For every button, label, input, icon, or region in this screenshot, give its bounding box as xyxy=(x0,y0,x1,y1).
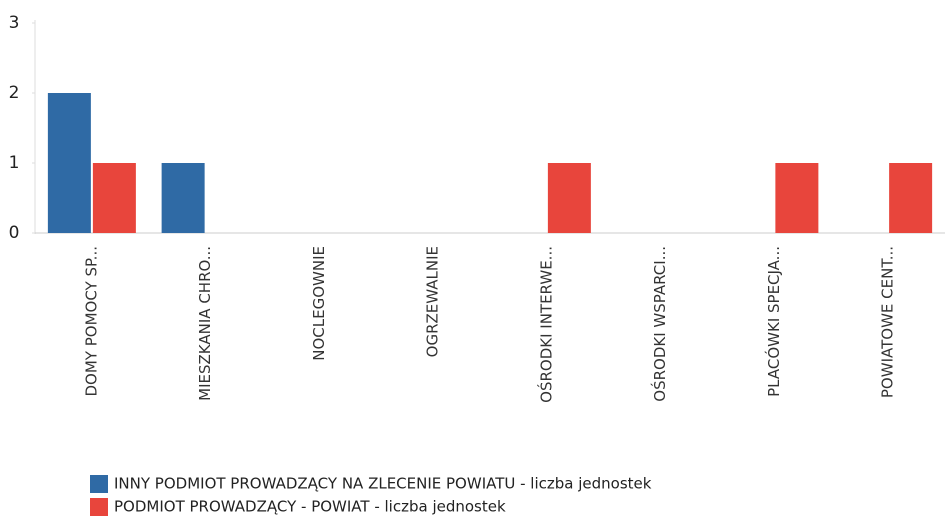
x-tick-label: NOCLEGOWNIE xyxy=(310,246,328,361)
x-tick-label: DOMY POMOCY SP... xyxy=(82,246,100,397)
bar xyxy=(775,163,819,233)
bar xyxy=(92,163,136,233)
bar xyxy=(47,93,91,233)
y-tick-label: 3 xyxy=(9,13,20,33)
y-tick-label: 2 xyxy=(9,83,20,103)
x-tick-label: OGRZEWALNIE xyxy=(424,246,442,357)
x-tick-label: OŚRODKI INTERWE... xyxy=(536,246,555,403)
bar xyxy=(889,163,933,233)
x-tick-label: OŚRODKI WSPARCI... xyxy=(650,246,669,402)
legend-swatch xyxy=(90,475,108,493)
x-tick-label: PLACÓWKI SPECJA... xyxy=(764,246,783,397)
legend-label: INNY PODMIOT PROWADZĄCY NA ZLECENIE POWI… xyxy=(114,475,652,493)
bar xyxy=(161,163,205,233)
legend-swatch xyxy=(90,498,108,516)
bar xyxy=(547,163,591,233)
y-tick-label: 0 xyxy=(9,223,20,243)
y-tick-label: 1 xyxy=(9,153,20,173)
x-tick-label: POWIATOWE CENT... xyxy=(879,246,897,398)
legend-label: PODMIOT PROWADZĄCY - POWIAT - liczba jed… xyxy=(114,498,506,516)
x-tick-label: MIESZKANIA CHRO... xyxy=(196,246,214,401)
